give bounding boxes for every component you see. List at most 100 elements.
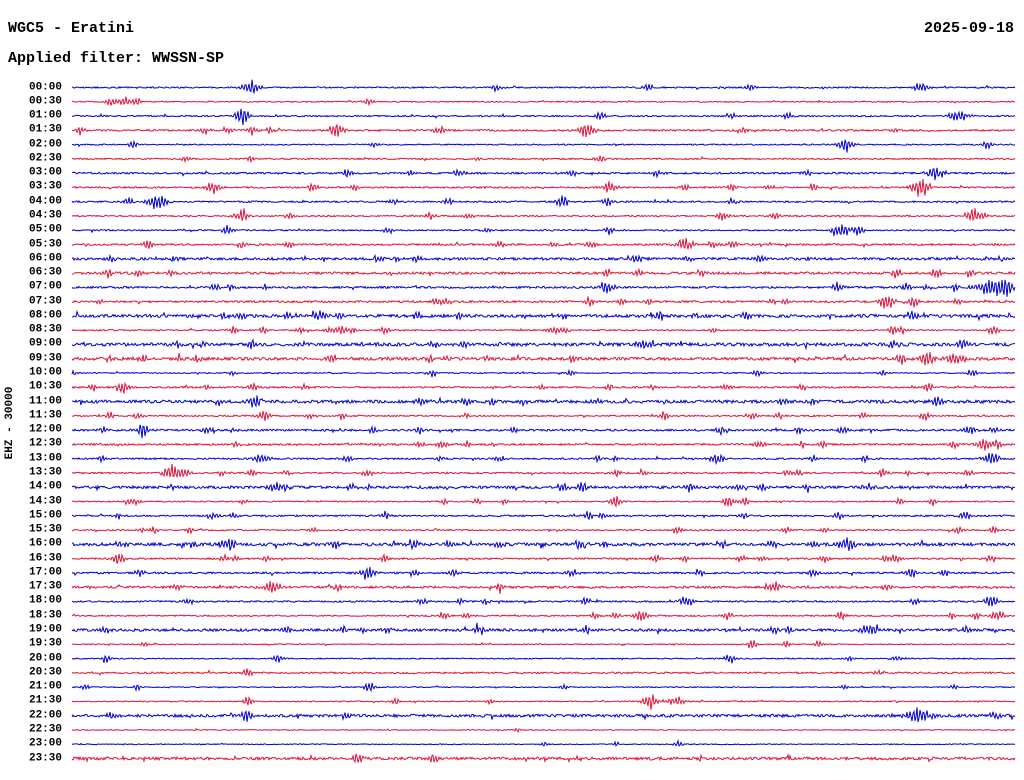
seismogram-trace bbox=[71, 395, 1016, 408]
trace-time-label: 16:30 bbox=[28, 552, 62, 565]
trace-time-label: 11:00 bbox=[28, 395, 62, 408]
seismogram-trace bbox=[71, 581, 1016, 594]
seismogram-trace bbox=[71, 438, 1016, 451]
trace-time-label: 23:00 bbox=[28, 737, 62, 750]
trace-time-label: 00:00 bbox=[28, 81, 62, 93]
trace-time-label: 10:00 bbox=[28, 366, 62, 379]
seismogram-trace bbox=[71, 381, 1016, 394]
seismogram-trace bbox=[71, 324, 1016, 336]
seismogram-trace bbox=[71, 351, 1016, 366]
seismogram-trace bbox=[71, 309, 1016, 322]
trace-time-label: 18:00 bbox=[28, 594, 62, 607]
trace-time-label: 12:30 bbox=[28, 437, 62, 450]
trace-time-label: 03:30 bbox=[28, 180, 62, 193]
trace-time-label: 06:00 bbox=[28, 252, 62, 265]
seismogram-trace bbox=[71, 622, 1016, 636]
trace-time-label: 17:30 bbox=[28, 580, 62, 593]
seismogram-trace bbox=[71, 338, 1016, 351]
trace-time-label: 18:30 bbox=[28, 609, 62, 622]
seismogram-trace bbox=[71, 167, 1016, 181]
trace-time-label: 09:30 bbox=[28, 352, 62, 365]
seismogram-trace bbox=[71, 224, 1016, 237]
seismogram-trace bbox=[71, 694, 1016, 710]
seismogram-trace bbox=[71, 139, 1016, 153]
trace-time-label: 15:30 bbox=[28, 523, 62, 536]
seismogram-trace bbox=[71, 108, 1016, 126]
seismogram-trace bbox=[71, 566, 1016, 580]
trace-time-label: 13:30 bbox=[28, 466, 62, 479]
seismogram-trace bbox=[71, 596, 1016, 607]
seismogram-trace bbox=[71, 253, 1016, 264]
trace-time-label: 19:00 bbox=[28, 623, 62, 636]
seismogram-trace bbox=[71, 79, 1016, 94]
trace-time-label: 23:30 bbox=[28, 752, 62, 765]
seismogram-trace bbox=[71, 279, 1016, 297]
seismogram-trace bbox=[71, 537, 1016, 551]
trace-time-label: 00:30 bbox=[28, 95, 62, 108]
trace-time-label: 17:00 bbox=[28, 566, 62, 579]
seismogram-trace bbox=[71, 208, 1016, 222]
trace-time-label: 14:00 bbox=[28, 480, 62, 493]
trace-time-label: 20:30 bbox=[28, 666, 62, 679]
seismogram-trace bbox=[71, 727, 1016, 734]
seismogram-trace bbox=[71, 668, 1016, 677]
trace-time-label: 01:00 bbox=[28, 109, 62, 122]
trace-time-label: 05:00 bbox=[28, 223, 62, 236]
applied-filter-label: Applied filter: WWSSN-SP bbox=[8, 50, 225, 67]
seismogram-trace bbox=[71, 739, 1016, 747]
seismogram-trace bbox=[71, 155, 1016, 164]
seismogram-trace bbox=[71, 179, 1016, 197]
trace-time-label: 21:30 bbox=[28, 694, 62, 707]
seismogram-trace bbox=[71, 525, 1016, 535]
seismogram-trace bbox=[71, 654, 1016, 664]
station-title: WGC5 - Eratini bbox=[8, 20, 135, 37]
seismogram-trace bbox=[71, 368, 1016, 378]
seismogram-trace bbox=[71, 237, 1016, 250]
seismogram-trace bbox=[71, 267, 1016, 279]
trace-time-label: 09:00 bbox=[28, 337, 62, 350]
trace-time-label: 02:30 bbox=[28, 152, 62, 165]
trace-time-label: 08:30 bbox=[28, 323, 62, 336]
seismogram-trace bbox=[71, 510, 1016, 521]
trace-time-label: 15:00 bbox=[28, 509, 62, 522]
trace-time-label: 11:30 bbox=[28, 409, 62, 422]
trace-time-label: 14:30 bbox=[28, 495, 62, 508]
seismogram-trace bbox=[71, 296, 1016, 309]
seismogram-trace bbox=[71, 496, 1016, 508]
trace-time-label: 22:30 bbox=[28, 723, 62, 736]
seismogram-trace bbox=[71, 682, 1016, 693]
seismogram-trace bbox=[71, 96, 1016, 107]
trace-time-label: 06:30 bbox=[28, 266, 62, 279]
trace-time-label: 21:00 bbox=[28, 680, 62, 693]
trace-time-label: 22:00 bbox=[28, 709, 62, 722]
seismogram-trace bbox=[71, 610, 1016, 622]
trace-time-label: 07:00 bbox=[28, 280, 62, 293]
trace-time-label: 02:00 bbox=[28, 138, 62, 151]
plot-date: 2025-09-18 bbox=[923, 20, 1014, 37]
seismogram-trace bbox=[71, 453, 1016, 466]
trace-time-label: 10:30 bbox=[28, 380, 62, 393]
trace-time-label: 13:00 bbox=[28, 452, 62, 465]
trace-time-label: 05:30 bbox=[28, 238, 62, 251]
trace-time-label: 04:30 bbox=[28, 209, 62, 222]
trace-time-label: 08:00 bbox=[28, 309, 62, 322]
seismogram-trace bbox=[71, 424, 1016, 439]
seismogram-trace bbox=[71, 464, 1016, 479]
trace-time-label: 12:00 bbox=[28, 423, 62, 436]
trace-time-label: 04:00 bbox=[28, 195, 62, 208]
seismogram-trace bbox=[71, 410, 1016, 422]
seismogram-trace bbox=[71, 639, 1016, 649]
seismogram-trace bbox=[71, 707, 1016, 723]
trace-time-label: 03:00 bbox=[28, 166, 62, 179]
trace-time-label: 19:30 bbox=[28, 637, 62, 650]
seismogram-trace bbox=[71, 481, 1016, 493]
trace-time-label: 07:30 bbox=[28, 295, 62, 308]
seismogram-trace bbox=[71, 195, 1016, 210]
trace-time-label: 01:30 bbox=[28, 123, 62, 136]
seismogram-trace bbox=[71, 552, 1016, 564]
trace-time-label: 20:00 bbox=[28, 652, 62, 665]
trace-time-label: 16:00 bbox=[28, 537, 62, 550]
seismogram-trace bbox=[71, 752, 1016, 764]
